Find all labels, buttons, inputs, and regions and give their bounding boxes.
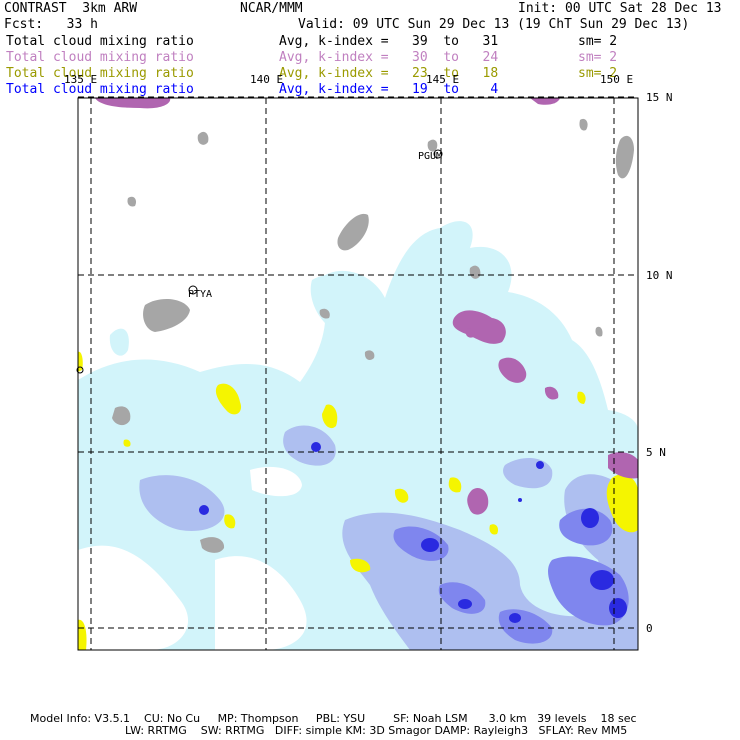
legend-smooth-2: sm= 2 bbox=[578, 50, 618, 65]
lat-label-15n: 15 N bbox=[646, 91, 673, 104]
center-name: NCAR/MMM bbox=[240, 1, 303, 16]
lat-label-5n: 5 N bbox=[646, 446, 666, 459]
valid-time: Valid: 09 UTC Sun 29 Dec 13 (19 ChT Sun … bbox=[298, 17, 690, 32]
station-marker-west bbox=[76, 366, 84, 374]
clear-gap-3 bbox=[250, 466, 302, 497]
cloud-yellow bbox=[78, 351, 638, 650]
lon-label-135e: 135 E bbox=[64, 73, 98, 86]
map-border bbox=[77, 97, 639, 651]
legend-range-3: Avg, k-index = 23 to 18 bbox=[279, 66, 499, 81]
cloud-light-cyan-west bbox=[109, 328, 129, 356]
model-info-line-1: Model Info: V3.5.1 CU: No Cu MP: Thompso… bbox=[30, 712, 637, 725]
station-marker-pgum bbox=[433, 149, 443, 159]
station-label-pgum: PGUM bbox=[418, 151, 443, 162]
lon-label-145e: 145 E bbox=[426, 73, 460, 86]
legend-range-2: Avg, k-index = 30 to 24 bbox=[279, 50, 499, 65]
legend-smooth-1: sm= 2 bbox=[578, 34, 618, 49]
legend-field-1: Total cloud mixing ratio bbox=[6, 34, 194, 49]
lon-label-140e: 140 E bbox=[250, 73, 284, 86]
lat-label-10n: 10 N bbox=[646, 269, 673, 282]
cloud-mid-blue bbox=[393, 508, 629, 644]
legend-field-4: Total cloud mixing ratio bbox=[6, 82, 194, 97]
init-time: Init: 00 UTC Sat 28 Dec 13 bbox=[518, 1, 722, 16]
legend-field-2: Total cloud mixing ratio bbox=[6, 50, 194, 65]
station-label-ptya: PTYA bbox=[188, 289, 213, 300]
map-grid bbox=[78, 96, 638, 650]
map-plot-area bbox=[76, 96, 639, 651]
model-info-line-2: LW: RRTMG SW: RRTMG DIFF: simple KM: 3D … bbox=[125, 724, 628, 737]
station-marker-ptya bbox=[188, 285, 198, 295]
cloud-light-blue bbox=[139, 425, 639, 650]
clear-gap-2 bbox=[215, 556, 307, 650]
lat-label-0: 0 bbox=[646, 622, 653, 635]
clear-gap-1 bbox=[78, 545, 189, 650]
legend-range-1: Avg, k-index = 39 to 31 bbox=[279, 34, 499, 49]
lon-label-150e: 150 E bbox=[600, 73, 634, 86]
legend-range-4: Avg, k-index = 19 to 4 bbox=[279, 82, 499, 97]
cloud-gray bbox=[112, 118, 634, 553]
legend-field-3: Total cloud mixing ratio bbox=[6, 66, 194, 81]
legend-smooth-3: sm= 2 bbox=[578, 66, 618, 81]
forecast-hour: Fcst: 33 h bbox=[4, 17, 98, 32]
cloud-purple bbox=[95, 98, 638, 515]
model-title: CONTRAST 3km ARW bbox=[4, 1, 138, 16]
